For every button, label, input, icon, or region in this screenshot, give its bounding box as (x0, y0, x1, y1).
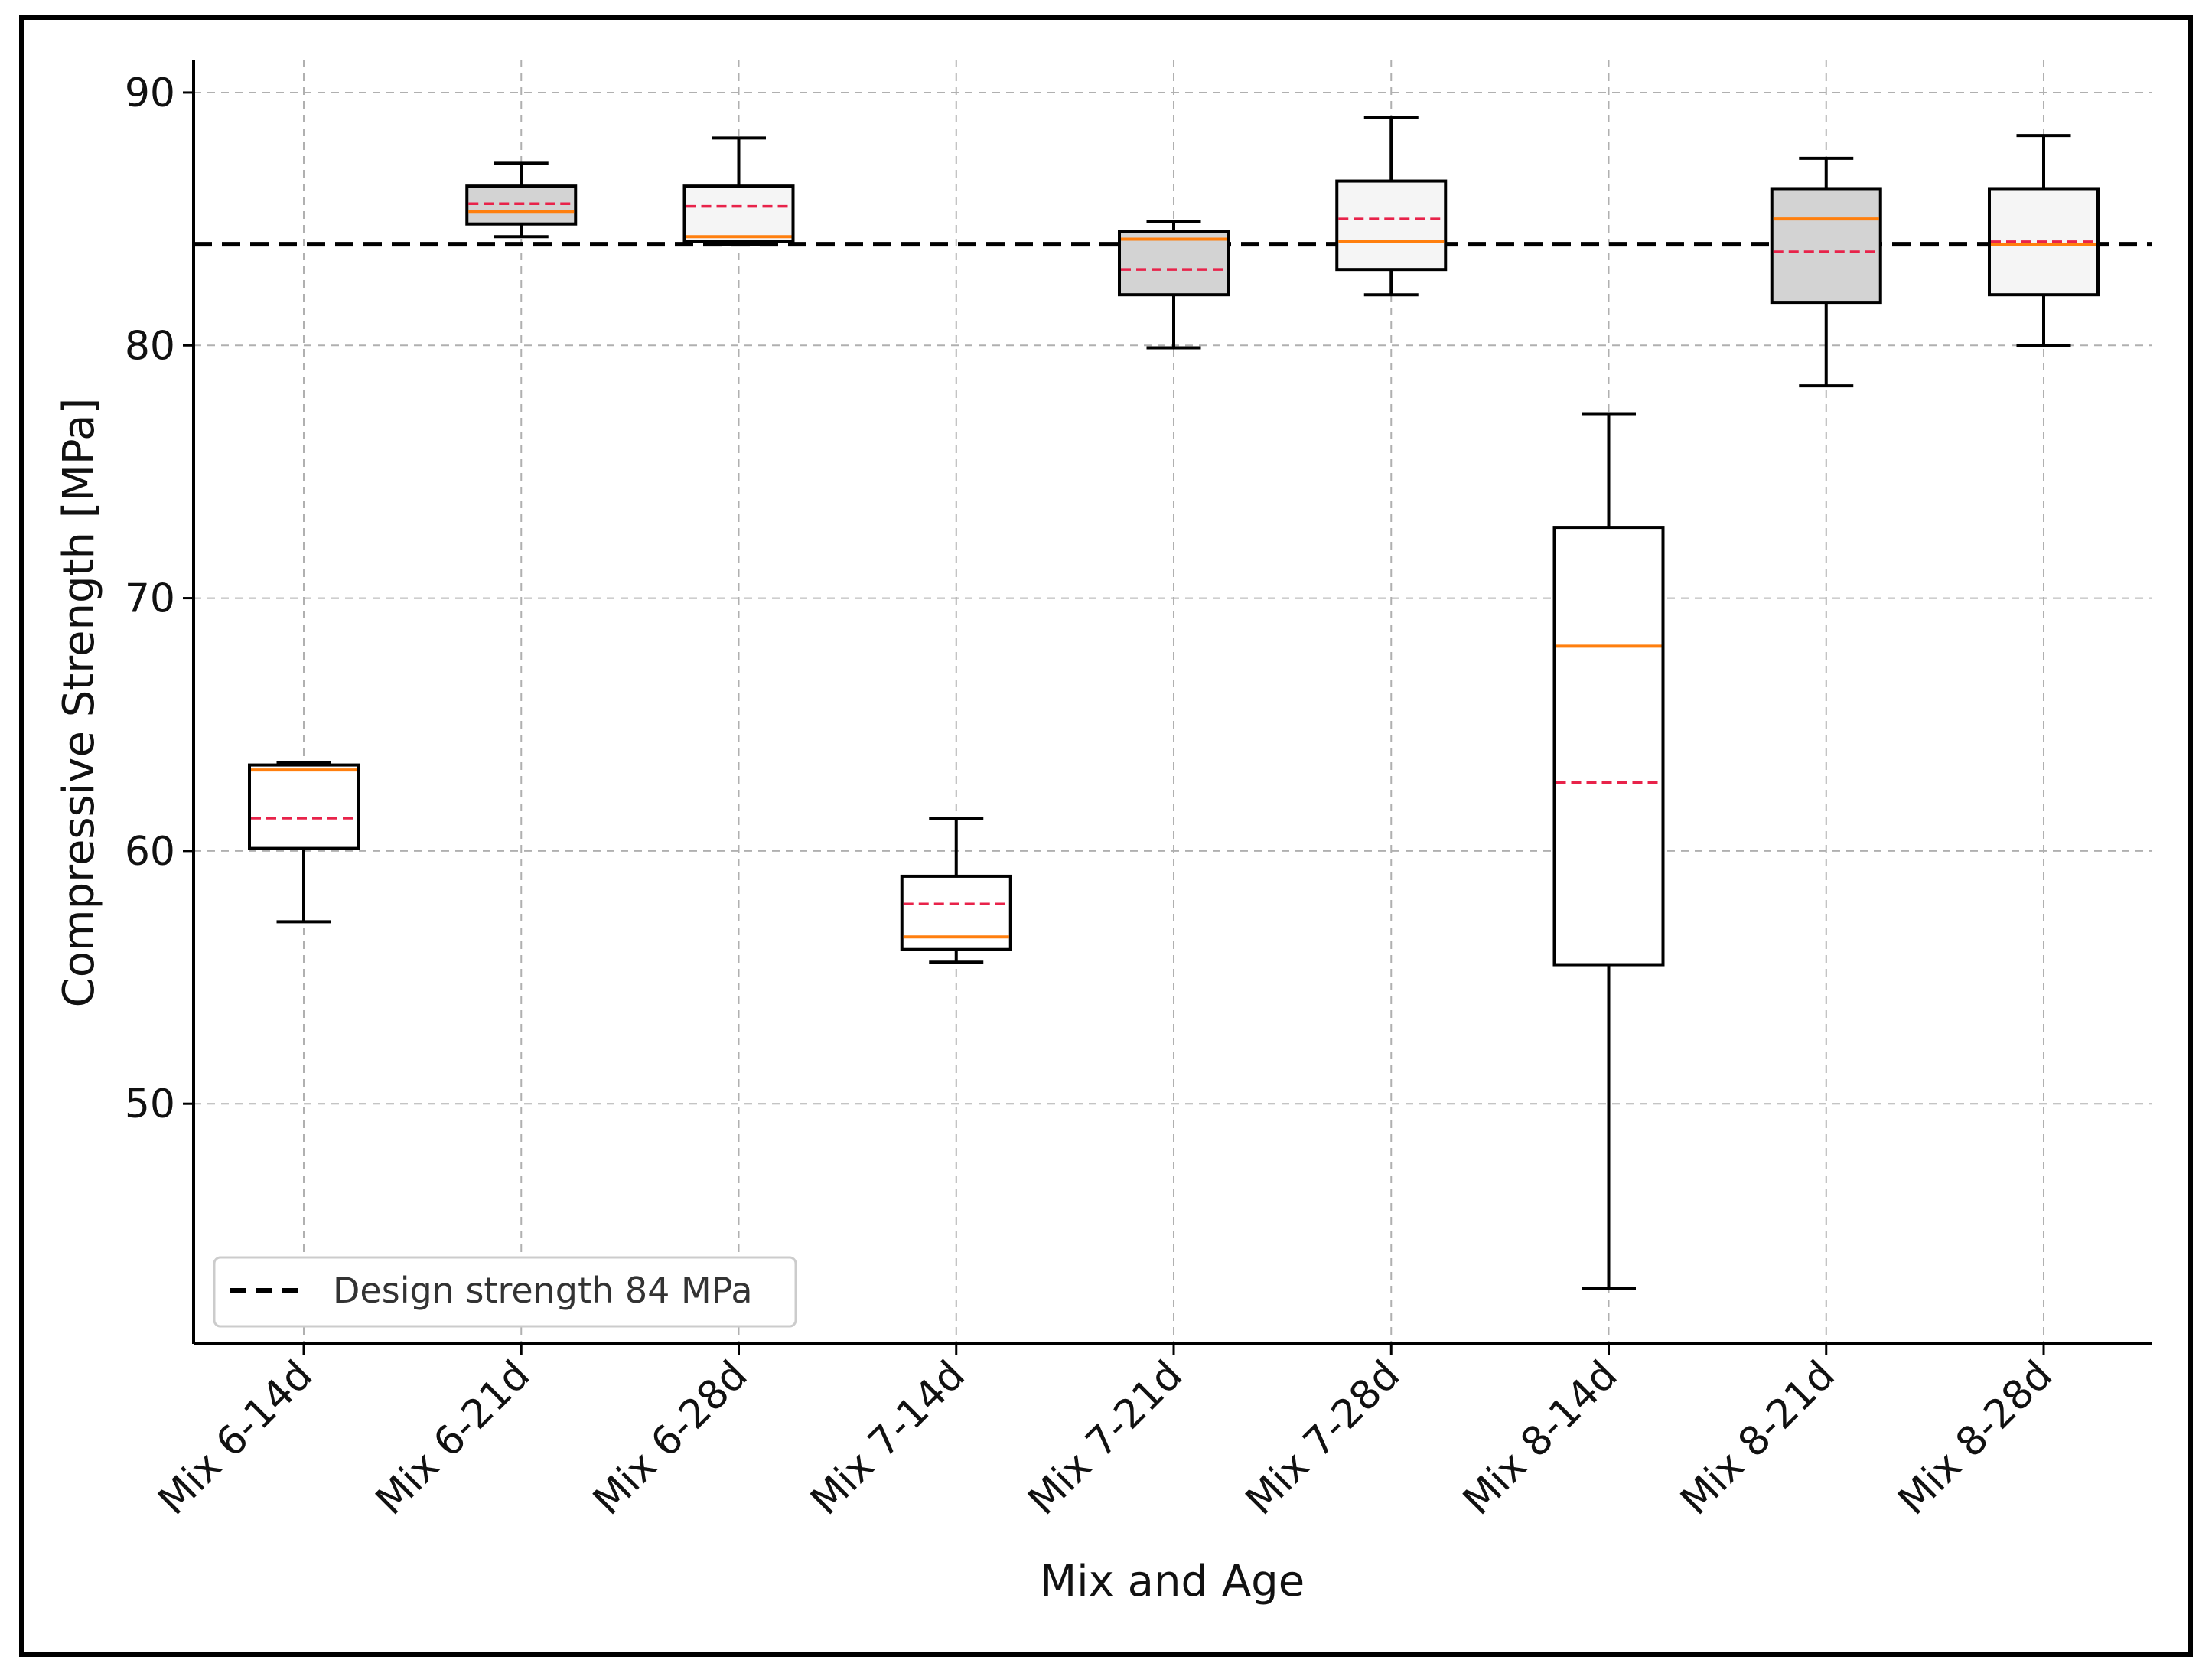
boxes-layer (248, 116, 2100, 1290)
box-1 (248, 761, 360, 924)
x-tick-label-4: Mix 7-14d (802, 1352, 974, 1525)
x-tick-label-7: Mix 8-14d (1455, 1352, 1627, 1525)
x-tick-label-1: Mix 6-14d (150, 1352, 322, 1525)
x-axis-label: Mix and Age (1040, 1557, 1305, 1606)
y-tick-label-50: 50 (125, 1081, 175, 1127)
box-2 (465, 161, 578, 239)
x-tick-label-9: Mix 8-28d (1890, 1352, 2062, 1525)
box-8 (1770, 156, 1882, 388)
box-5 (1118, 220, 1230, 350)
iqr-box (1118, 230, 1230, 297)
iqr-box (1770, 187, 1882, 305)
x-tick-label-8: Mix 8-21d (1672, 1352, 1844, 1525)
legend: Design strength 84 MPa (213, 1256, 797, 1328)
iqr-box (1552, 526, 1665, 967)
x-tick-label-3: Mix 6-28d (585, 1352, 757, 1525)
box-7 (1552, 412, 1665, 1290)
y-axis-label: Compressive Strength [MPa] (54, 398, 104, 1008)
box-3 (682, 136, 795, 246)
legend-box (213, 1256, 797, 1328)
x-tick-label-5: Mix 7-21d (1020, 1352, 1192, 1525)
y-tick-label-80: 80 (125, 323, 175, 369)
y-tick-label-60: 60 (125, 829, 175, 875)
iqr-box (1335, 179, 1448, 272)
x-tick-label-2: Mix 6-21d (367, 1352, 539, 1525)
y-tick-label-70: 70 (125, 576, 175, 622)
iqr-box (900, 874, 1012, 951)
iqr-box (248, 763, 360, 850)
box-4 (900, 816, 1012, 964)
box-9 (1988, 134, 2100, 347)
legend-entry-design-strength: Design strength 84 MPa (333, 1270, 753, 1311)
iqr-box (682, 184, 795, 243)
x-tick-label-6: Mix 7-28d (1237, 1352, 1409, 1525)
box-6 (1335, 116, 1448, 297)
y-tick-label-90: 90 (125, 70, 175, 116)
